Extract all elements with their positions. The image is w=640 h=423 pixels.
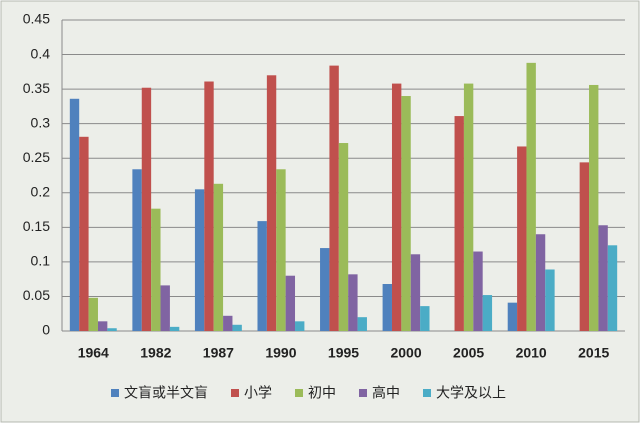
bar xyxy=(132,169,142,331)
bar xyxy=(329,65,339,331)
bar xyxy=(420,306,430,331)
x-tick-label: 2010 xyxy=(516,345,547,361)
bar xyxy=(79,136,89,331)
x-tick-label: 1990 xyxy=(265,345,296,361)
bar xyxy=(607,245,618,331)
x-tick-label: 1964 xyxy=(78,345,109,361)
y-tick-label: 0.25 xyxy=(23,149,50,165)
bar xyxy=(598,225,608,331)
bar xyxy=(348,274,358,331)
y-tick-label: 0 xyxy=(42,322,50,338)
legend-label: 大学及以上 xyxy=(436,385,506,401)
bar xyxy=(169,326,180,331)
legend-label: 初中 xyxy=(308,385,336,401)
x-tick-label: 2000 xyxy=(390,345,421,361)
bar xyxy=(320,248,330,331)
bar xyxy=(410,254,421,331)
bar xyxy=(160,285,170,331)
y-tick-label: 0.3 xyxy=(31,114,51,130)
legend-swatch xyxy=(295,389,303,397)
bar xyxy=(285,275,296,331)
bar xyxy=(473,251,483,331)
legend-swatch xyxy=(359,389,367,397)
bar xyxy=(232,324,242,331)
bar xyxy=(223,315,233,331)
bar xyxy=(357,317,367,331)
bar xyxy=(463,83,474,332)
bar xyxy=(107,328,117,331)
bar xyxy=(338,143,349,331)
bar xyxy=(213,183,224,331)
bar xyxy=(589,84,599,331)
bar xyxy=(141,87,152,332)
bar xyxy=(454,116,464,331)
bar xyxy=(382,284,392,331)
y-tick-label: 0.15 xyxy=(23,218,50,234)
bar xyxy=(545,269,555,331)
bar xyxy=(151,208,161,331)
bar xyxy=(482,295,493,331)
bar xyxy=(276,169,286,331)
bar xyxy=(266,75,277,332)
bar xyxy=(401,96,411,332)
x-tick-label: 1995 xyxy=(328,345,359,361)
bar xyxy=(391,83,402,332)
bar xyxy=(526,62,536,332)
bar xyxy=(69,98,80,331)
legend-label: 小学 xyxy=(244,385,272,401)
bar xyxy=(535,234,546,331)
y-tick-label: 0.4 xyxy=(31,45,51,61)
y-tick-label: 0.35 xyxy=(23,80,50,96)
legend-swatch xyxy=(231,389,239,397)
bar xyxy=(97,321,108,331)
x-tick-label: 1987 xyxy=(203,345,234,361)
x-tick-label: 2005 xyxy=(453,345,484,361)
legend-label: 文盲或半文盲 xyxy=(124,385,208,401)
y-tick-label: 0.1 xyxy=(31,253,51,269)
y-tick-label: 0.05 xyxy=(23,287,50,303)
legend-label: 高中 xyxy=(372,385,400,401)
bar xyxy=(204,81,214,332)
y-tick-label: 0.2 xyxy=(31,183,51,199)
x-tick-label: 1982 xyxy=(140,345,171,361)
bar xyxy=(257,221,267,331)
bar xyxy=(507,302,518,331)
legend-swatch xyxy=(423,389,431,397)
bar xyxy=(194,189,205,331)
bar xyxy=(295,321,305,331)
bar xyxy=(579,162,590,331)
x-tick-label: 2015 xyxy=(578,345,609,361)
legend-swatch xyxy=(111,389,119,397)
bar xyxy=(88,297,98,331)
bar xyxy=(517,146,527,331)
y-tick-label: 0.45 xyxy=(23,11,50,27)
